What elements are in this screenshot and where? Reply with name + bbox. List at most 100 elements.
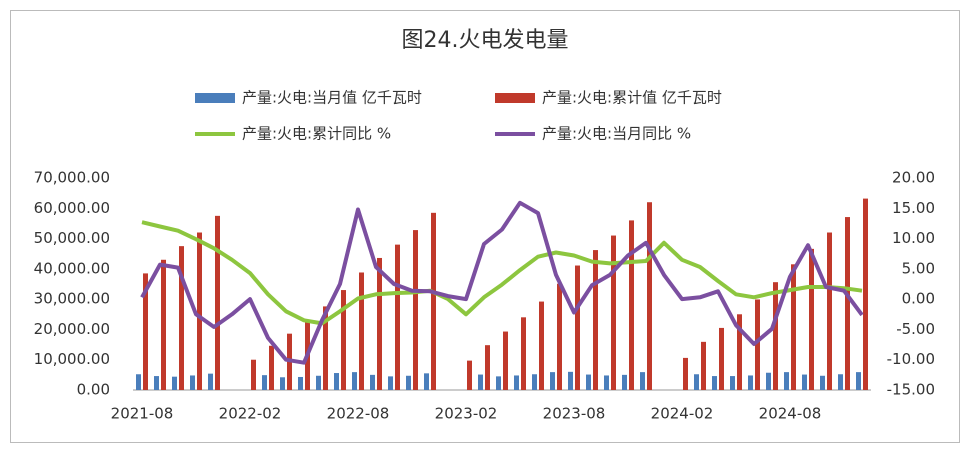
y2-tick-label: 15.00	[892, 199, 935, 217]
bar	[269, 345, 274, 390]
bar	[352, 372, 357, 390]
bar	[496, 376, 501, 390]
y-tick-label: 0.00	[77, 381, 110, 399]
y2-tick-label: 10.00	[892, 229, 935, 247]
y2-tick-label: -5.00	[896, 320, 935, 338]
bar	[262, 375, 267, 390]
bar	[568, 371, 573, 390]
y2-tick-label: -15.00	[887, 381, 935, 399]
bar	[424, 373, 429, 390]
y2-tick-label: 0.00	[902, 290, 935, 308]
y2-tick-label: -10.00	[887, 350, 935, 368]
legend-label: 产量:火电:当月值 亿千瓦时	[242, 89, 422, 107]
bar	[316, 375, 321, 390]
y-tick-label: 70,000.00	[34, 169, 110, 187]
bar	[802, 374, 807, 390]
legend-swatch	[495, 93, 535, 103]
bar	[784, 372, 789, 390]
y-tick-label: 40,000.00	[34, 259, 110, 277]
bar	[647, 202, 652, 390]
bar	[575, 265, 580, 390]
bar	[557, 283, 562, 390]
bar	[755, 299, 760, 390]
bar	[593, 250, 598, 390]
bar	[395, 244, 400, 390]
bar	[280, 377, 285, 390]
bar	[143, 273, 148, 390]
bar	[478, 374, 483, 390]
bar	[514, 375, 519, 390]
bar	[323, 306, 328, 390]
bar	[640, 372, 645, 390]
bar	[791, 264, 796, 390]
line	[141, 220, 863, 326]
bar	[370, 374, 375, 390]
bar	[251, 359, 256, 390]
y-tick-label: 60,000.00	[34, 199, 110, 217]
bar	[485, 345, 490, 390]
y2-tick-label: 5.00	[902, 259, 935, 277]
bar	[604, 375, 609, 390]
bar	[856, 372, 861, 390]
bar	[467, 360, 472, 390]
bar	[136, 374, 141, 390]
bar	[388, 376, 393, 390]
x-tick-label: 2022-08	[327, 405, 390, 423]
bar	[629, 220, 634, 390]
x-tick-label: 2024-02	[651, 405, 714, 423]
bar	[730, 376, 735, 390]
x-tick-label: 2021-08	[111, 405, 174, 423]
bar	[161, 259, 166, 390]
bar	[683, 357, 688, 390]
legend-swatch	[195, 93, 235, 103]
bar	[190, 375, 195, 390]
x-tick-label: 2023-02	[435, 405, 498, 423]
bar	[154, 376, 159, 390]
chart-frame	[10, 10, 960, 443]
bar	[179, 246, 184, 390]
bar	[737, 314, 742, 390]
x-tick-label: 2024-08	[759, 405, 822, 423]
bar	[748, 375, 753, 390]
bar	[532, 374, 537, 390]
bar	[845, 217, 850, 390]
bar	[377, 257, 382, 390]
bar	[431, 212, 436, 390]
bar	[550, 372, 555, 390]
bar	[413, 230, 418, 390]
bar	[611, 235, 616, 390]
legend-label: 产量:火电:累计同比 %	[242, 125, 391, 143]
legend-label: 产量:火电:当月同比 %	[542, 125, 691, 143]
chart-title: 图24.火电发电量	[402, 28, 569, 53]
bar	[586, 374, 591, 390]
y-tick-label: 50,000.00	[34, 229, 110, 247]
y-tick-label: 20,000.00	[34, 320, 110, 338]
bar	[694, 374, 699, 390]
y2-tick-label: 20.00	[892, 169, 935, 187]
bar	[503, 331, 508, 390]
bar	[712, 376, 717, 390]
bar	[215, 215, 220, 390]
legend-label: 产量:火电:累计值 亿千瓦时	[542, 89, 722, 107]
bar	[172, 376, 177, 390]
bar	[539, 301, 544, 390]
bar	[701, 341, 706, 390]
bar	[820, 375, 825, 390]
bar	[766, 372, 771, 390]
bar	[863, 198, 868, 390]
bar	[622, 374, 627, 390]
bar	[334, 373, 339, 390]
y-tick-label: 10,000.00	[34, 350, 110, 368]
bar	[719, 327, 724, 390]
bar	[298, 376, 303, 390]
bar	[827, 232, 832, 390]
line	[140, 200, 864, 365]
bar	[838, 374, 843, 390]
bar	[521, 317, 526, 390]
bar	[359, 272, 364, 390]
x-tick-label: 2023-08	[543, 405, 606, 423]
x-tick-label: 2022-02	[219, 405, 282, 423]
bar	[341, 290, 346, 390]
bar	[773, 282, 778, 390]
